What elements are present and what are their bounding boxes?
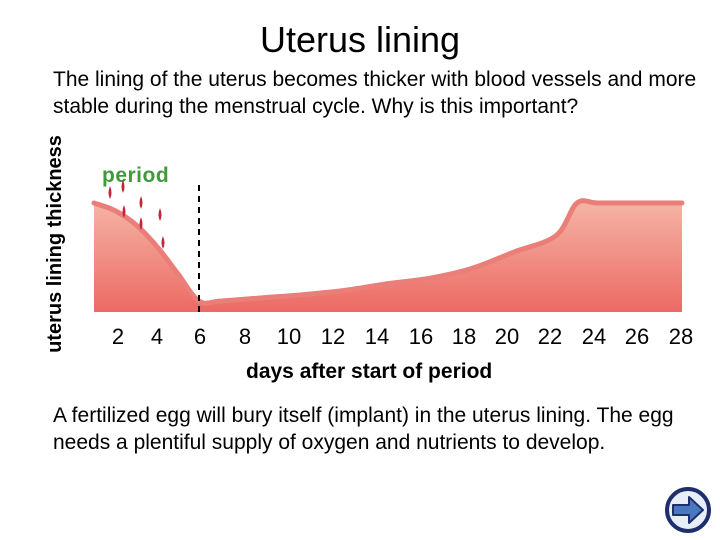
blood-drop xyxy=(158,208,162,221)
x-tick-label: 26 xyxy=(624,324,650,349)
x-tick-label: 28 xyxy=(668,324,694,349)
intro-text: The lining of the uterus becomes thicker… xyxy=(53,68,697,118)
lining-area xyxy=(94,200,682,312)
lining-thickness-chart xyxy=(91,180,685,312)
blood-drop xyxy=(121,180,125,193)
x-tick-label: 22 xyxy=(537,324,563,349)
x-tick-label: 24 xyxy=(581,324,607,349)
blood-drop xyxy=(122,205,126,218)
blood-drops xyxy=(108,180,165,249)
blood-drop xyxy=(139,217,143,230)
blood-drop xyxy=(161,236,165,249)
period-label: period xyxy=(102,164,170,187)
x-tick-label: 2 xyxy=(111,324,125,349)
x-tick-label: 14 xyxy=(364,324,390,349)
next-slide-button[interactable] xyxy=(664,486,712,534)
x-tick-label: 6 xyxy=(193,324,207,349)
right-arrow-icon xyxy=(665,487,711,533)
x-tick-label: 8 xyxy=(238,324,252,349)
x-tick-label: 16 xyxy=(408,324,434,349)
slide-title: Uterus lining xyxy=(259,19,461,60)
x-tick-label: 10 xyxy=(276,324,302,349)
x-axis-label: days after start of period xyxy=(246,360,493,383)
blood-drop xyxy=(108,186,112,199)
x-tick-label: 4 xyxy=(150,324,164,349)
x-tick-label: 12 xyxy=(320,324,346,349)
x-tick-label: 18 xyxy=(451,324,477,349)
blood-drop xyxy=(139,196,143,209)
explanation-text: A fertilized egg will bury itself (impla… xyxy=(53,404,674,454)
lining-curve xyxy=(91,198,685,306)
x-tick-label: 20 xyxy=(494,324,520,349)
